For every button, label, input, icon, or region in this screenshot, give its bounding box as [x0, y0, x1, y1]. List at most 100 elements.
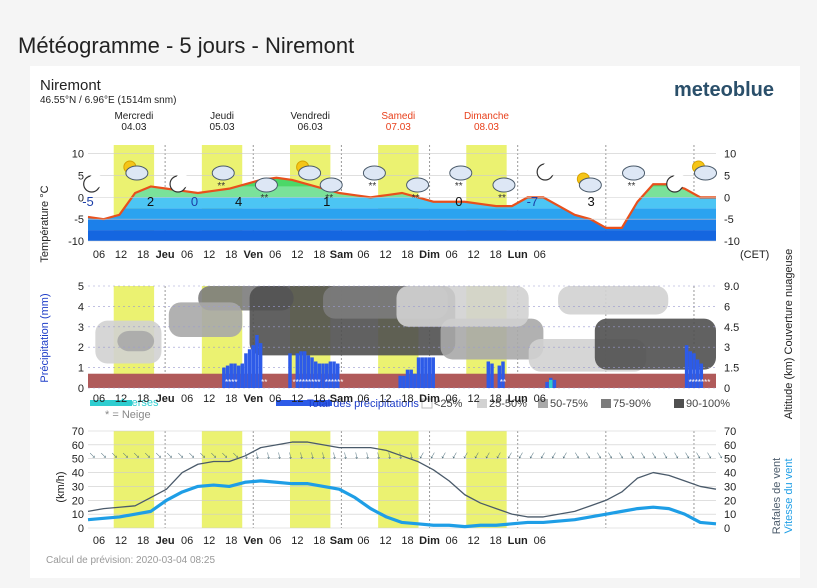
wind-direction-arrow-icon: ↓ — [471, 449, 482, 462]
precip-ytick-0: 0 — [78, 383, 84, 395]
weather-symbol-sun-icon — [576, 172, 602, 193]
time-tick-mid-0: 06 — [93, 393, 105, 405]
time-tick-bottom-15: Dim — [419, 535, 440, 547]
wind-ytick-right-5: 50 — [724, 454, 736, 466]
cloud-legend-3: 75-90% — [613, 398, 651, 410]
snow-marker-0: **** — [225, 378, 237, 387]
wind-direction-arrow-icon: ↓ — [341, 449, 349, 462]
weather-symbol-cloud-icon: ** — [211, 165, 235, 192]
precip-bar-31 — [424, 357, 428, 388]
cloud-layer-8 — [396, 286, 529, 327]
temp-band-3 — [88, 197, 716, 209]
time-tick-top-15: Dim — [419, 249, 440, 261]
cloud-shape — [298, 165, 322, 181]
cloud-legend-swatch-2 — [538, 399, 548, 408]
brand-logo[interactable]: meteoblue — [674, 79, 774, 101]
precip-bar-9 — [255, 334, 259, 388]
temp-ytick-right-1: -5 — [724, 214, 734, 226]
precip-bar-4 — [236, 365, 241, 388]
time-tick-top-19: Lun — [508, 249, 528, 261]
wind-direction-arrow-icon: ↓ — [671, 449, 682, 462]
precip-bar-5 — [240, 363, 244, 388]
meteogram-panel: Niremont 46.55°N / 6.96°E (1514m snm) me… — [30, 66, 800, 578]
wind-ytick-left-2: 20 — [72, 495, 84, 507]
shower-bar-0 — [548, 379, 553, 388]
time-tick-mid-10: 18 — [313, 393, 325, 405]
time-tick-mid-11: Sam — [330, 393, 353, 405]
snow-mark: ** — [628, 181, 636, 192]
snow-mark: ** — [412, 193, 420, 204]
cloud-shape — [319, 177, 343, 193]
precip-bar-25 — [402, 375, 406, 388]
wind-ytick-left-4: 40 — [72, 468, 84, 480]
cloud-shape — [694, 165, 718, 181]
wind-direction-arrow-icon: ↓ — [572, 449, 583, 462]
showers-legend: Averses — [119, 397, 159, 409]
snow-marker-5: ******* — [689, 378, 711, 387]
time-tick-top-20: 06 — [534, 249, 546, 261]
cloud-legend-swatch-1 — [477, 399, 487, 408]
temp-band-0 — [88, 230, 716, 241]
time-tick-top-16: 06 — [445, 249, 457, 261]
precip-ytick-3: 3 — [78, 322, 84, 334]
time-tick-bottom-6: 18 — [225, 535, 237, 547]
cloud-shape — [406, 177, 430, 193]
time-tick-bottom-12: 06 — [357, 535, 369, 547]
precip-bar-35 — [490, 363, 494, 388]
cloud-shape — [211, 165, 235, 181]
precip-bar-2 — [229, 363, 233, 388]
time-tick-bottom-20: 06 — [534, 535, 546, 547]
precip-bar-32 — [427, 357, 432, 388]
wind-direction-arrow-icon: ↓ — [386, 449, 394, 462]
time-tick-bottom-4: 06 — [181, 535, 193, 547]
wind-speed-line — [87, 479, 717, 529]
weather-symbol-cloud-icon: ** — [254, 177, 278, 204]
wind-direction-arrow-icon: ↓ — [408, 449, 416, 462]
precip-bar-42 — [688, 351, 693, 388]
time-tick-mid-8: 06 — [269, 393, 281, 405]
wind-ytick-left-3: 30 — [72, 481, 84, 493]
time-tick-bottom-5: 12 — [203, 535, 215, 547]
time-tick-top-18: 18 — [490, 249, 502, 261]
time-tick-top-13: 12 — [379, 249, 391, 261]
wind-direction-arrow-icon: ↓ — [583, 449, 594, 462]
wind-direction-arrow-icon: ↓ — [319, 449, 327, 462]
precip-bar-19 — [321, 363, 325, 388]
terrain-band — [88, 373, 716, 388]
precip-bar-1 — [225, 365, 230, 388]
cloud-shape — [622, 165, 646, 181]
time-tick-bottom-0: 06 — [93, 535, 105, 547]
moon-cut — [542, 162, 557, 176]
wind-direction-arrow-icon: ↓ — [515, 449, 526, 462]
time-tick-top-12: 06 — [357, 249, 369, 261]
temp-ytick-left-1: -5 — [74, 214, 84, 226]
time-tick-mid-18: 18 — [490, 393, 502, 405]
time-tick-bottom-11: Sam — [330, 535, 353, 547]
precip-bar-30 — [420, 357, 424, 388]
precip-ytick-5: 5 — [78, 281, 84, 293]
precip-bar-16 — [310, 357, 314, 388]
precip-bar-20 — [324, 363, 329, 388]
temp-value-label-6: -7 — [527, 194, 539, 209]
wind-direction-arrow-icon: ↓ — [416, 449, 427, 462]
wind-direction-arrow-icon: ↓ — [353, 449, 361, 462]
time-tick-top-7: Ven — [243, 249, 263, 261]
precip-bar-29 — [416, 357, 421, 388]
cloud-legend: Averses * = Neige Total des précipitatio… — [90, 397, 730, 421]
temp-ytick-left-3: 5 — [78, 171, 84, 183]
wind-direction-arrow-icon: ↓ — [375, 449, 383, 462]
temp-value-label-7: 3 — [588, 194, 595, 209]
day-date-1: 05.03 — [210, 122, 235, 133]
altitude-ytick-3: 4.5 — [724, 322, 739, 334]
precip-bar-23 — [335, 363, 340, 388]
temp-value-label-5: 0 — [455, 194, 462, 209]
precip-bar-38 — [545, 381, 549, 388]
wind-direction-arrow-icon: ↓ — [427, 449, 438, 462]
wind-direction-arrow-icon: ↓ — [549, 449, 560, 462]
daylight-band-2-1 — [201, 431, 243, 528]
time-tick-top-10: 18 — [313, 249, 325, 261]
weather-symbol-cloud-icon: ** — [362, 165, 386, 192]
time-tick-bottom-14: 18 — [401, 535, 413, 547]
cloud-layer-4 — [440, 318, 544, 360]
altitude-ytick-4: 6 — [724, 301, 730, 313]
